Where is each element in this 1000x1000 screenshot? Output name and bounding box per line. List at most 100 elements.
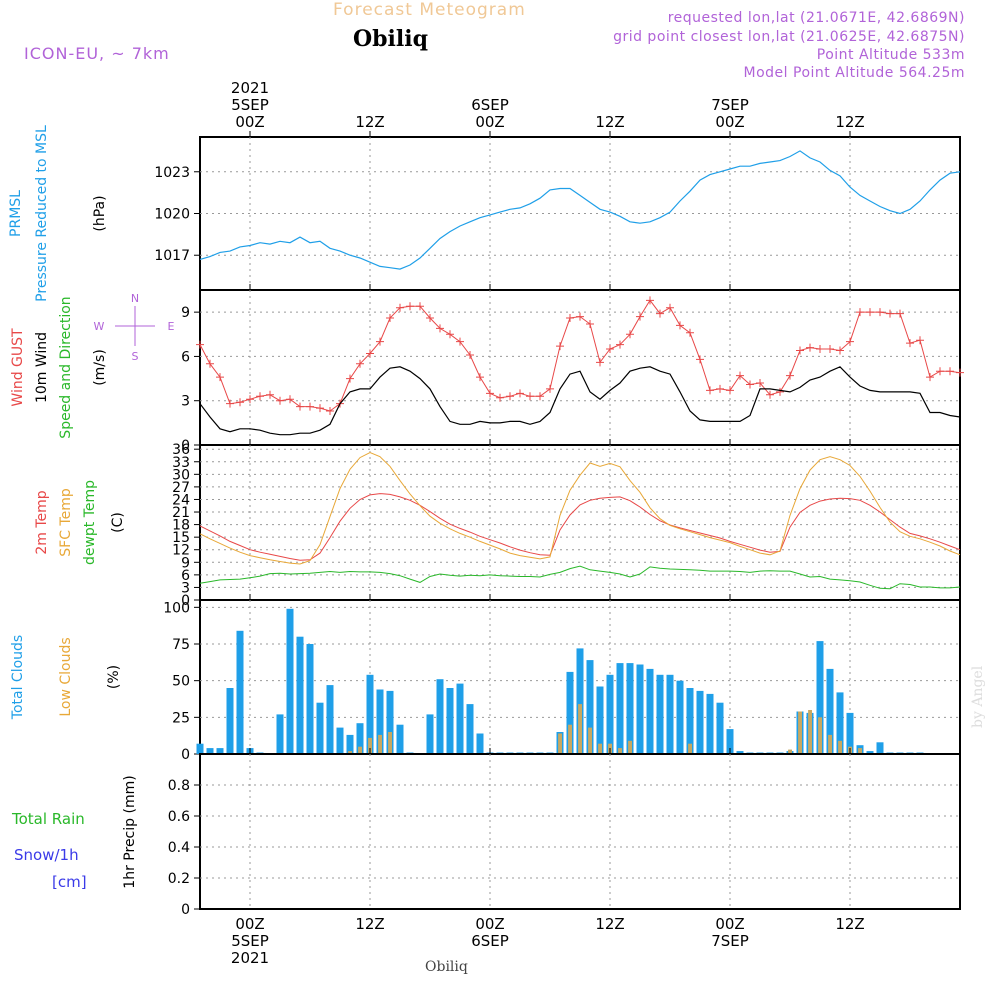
axis-label: Wind GUST — [10, 328, 26, 407]
bottom-time-label: 5SEP — [231, 932, 269, 950]
compass-label: S — [132, 350, 139, 363]
model-point-altitude: Model Point Altitude 564.25m — [743, 65, 965, 81]
gust-marker — [406, 302, 414, 311]
gust-marker — [466, 350, 474, 359]
cloud-bar — [236, 630, 244, 754]
y-tick-label: 21 — [172, 505, 190, 521]
y-tick-label: 0.8 — [168, 778, 190, 794]
cloud-bar — [378, 734, 382, 754]
top-time-label: 00Z — [475, 113, 504, 131]
cloud-bar — [696, 690, 704, 754]
bottom-time-label: 00Z — [475, 915, 504, 933]
cloud-bar — [376, 689, 384, 754]
gust-marker — [786, 371, 794, 380]
axis-label: (C) — [110, 512, 126, 533]
gust-marker — [596, 358, 604, 367]
gust-marker — [196, 340, 204, 349]
cloud-bar — [846, 712, 854, 754]
model-name: ICON-EU, ~ 7km — [24, 44, 170, 63]
panel-wind: 0 3 6 9 Wind GUST 10m Wind Speed and Direction… — [10, 284, 964, 454]
cloud-bar — [578, 704, 582, 754]
cloud-bar — [688, 743, 692, 754]
cloud-bar — [808, 710, 812, 754]
cloud-bar — [348, 751, 352, 754]
gust-marker — [546, 384, 554, 393]
cloud-bar — [836, 692, 844, 754]
gust-marker — [566, 314, 574, 323]
y-tick-label: 0 — [181, 593, 190, 609]
cloud-bar — [436, 679, 444, 754]
panel-frame — [199, 753, 961, 910]
footer-place-name: Obiliq — [425, 959, 468, 975]
gust-marker — [726, 386, 734, 395]
gust-marker — [316, 404, 324, 413]
y-tick-label: 0 — [181, 747, 190, 763]
cloud-bar — [686, 688, 694, 754]
cloud-bar — [476, 733, 484, 754]
requested-coordinates: requested lon,lat (21.0671E, 42.6869N) — [667, 10, 965, 26]
place-name: Obiliq — [353, 26, 429, 52]
compass-label: W — [94, 320, 105, 333]
top-time-label: 6SEP — [471, 96, 509, 114]
gust-marker — [256, 392, 264, 401]
top-time-label: 5SEP — [231, 96, 269, 114]
cloud-bar — [568, 724, 572, 754]
gust-marker — [696, 355, 704, 364]
cloud-bar — [576, 648, 584, 754]
gust-marker — [906, 339, 914, 348]
cloud-bar — [276, 714, 284, 754]
cloud-bar — [358, 746, 362, 754]
cloud-bar — [866, 751, 874, 754]
panel-pressure: 1017 1020 1023 PRMSL Pressure Reduced to MSL… — [8, 125, 961, 302]
chart-title: Forecast Meteogram — [333, 0, 526, 20]
y-tick-label: 27 — [172, 480, 190, 496]
axis-label: Speed and Direction — [58, 296, 74, 438]
cloud-bar — [816, 641, 824, 754]
top-time-label: 12Z — [595, 113, 624, 131]
gust-marker — [916, 336, 924, 345]
gust-marker — [486, 389, 494, 398]
cloud-bar — [838, 740, 842, 754]
cloud-bar — [616, 663, 624, 754]
y-tick-label: 0 — [181, 438, 190, 454]
panel-frame — [199, 444, 961, 601]
y-tick-label: 1023 — [154, 165, 190, 181]
cloud-bar — [826, 668, 834, 754]
cloud-bar — [356, 723, 364, 754]
compass-icon — [115, 306, 155, 346]
cloud-bar — [716, 702, 724, 754]
y-tick-label: 1020 — [154, 207, 190, 223]
precip-label-unit: [cm] — [52, 873, 87, 891]
cloud-bar — [306, 644, 314, 754]
gust-marker — [246, 395, 254, 404]
y-tick-label: 0 — [181, 902, 190, 918]
gust-marker — [216, 373, 224, 382]
cloud-bar — [456, 683, 464, 754]
y-tick-label: 30 — [172, 467, 190, 483]
cloud-bar — [818, 717, 822, 754]
gust-marker — [456, 337, 464, 346]
cloud-bar — [566, 671, 574, 754]
cloud-bar — [588, 727, 592, 754]
cloud-bar — [368, 737, 372, 754]
axis-label: (m/s) — [92, 349, 108, 386]
cloud-bar — [636, 664, 644, 754]
y-tick-label: 33 — [172, 455, 190, 471]
y-tick-label: 1017 — [154, 248, 190, 264]
gust-marker — [226, 399, 234, 408]
y-tick-label: 18 — [172, 518, 190, 534]
axis-label: 2m Temp — [34, 490, 50, 554]
gust-marker — [446, 330, 454, 339]
cloud-bar — [706, 693, 714, 754]
cloud-bar — [446, 688, 454, 754]
y-tick-label: 24 — [172, 492, 190, 508]
point-altitude: Point Altitude 533m — [816, 47, 965, 63]
cloud-bar — [346, 734, 354, 754]
cloud-bar — [598, 743, 602, 754]
cloud-bar — [828, 734, 832, 754]
cloud-bar — [196, 743, 204, 754]
cloud-bar — [336, 727, 344, 754]
cloud-bar — [596, 686, 604, 754]
cloud-bar — [216, 748, 224, 754]
gust-marker — [846, 337, 854, 346]
